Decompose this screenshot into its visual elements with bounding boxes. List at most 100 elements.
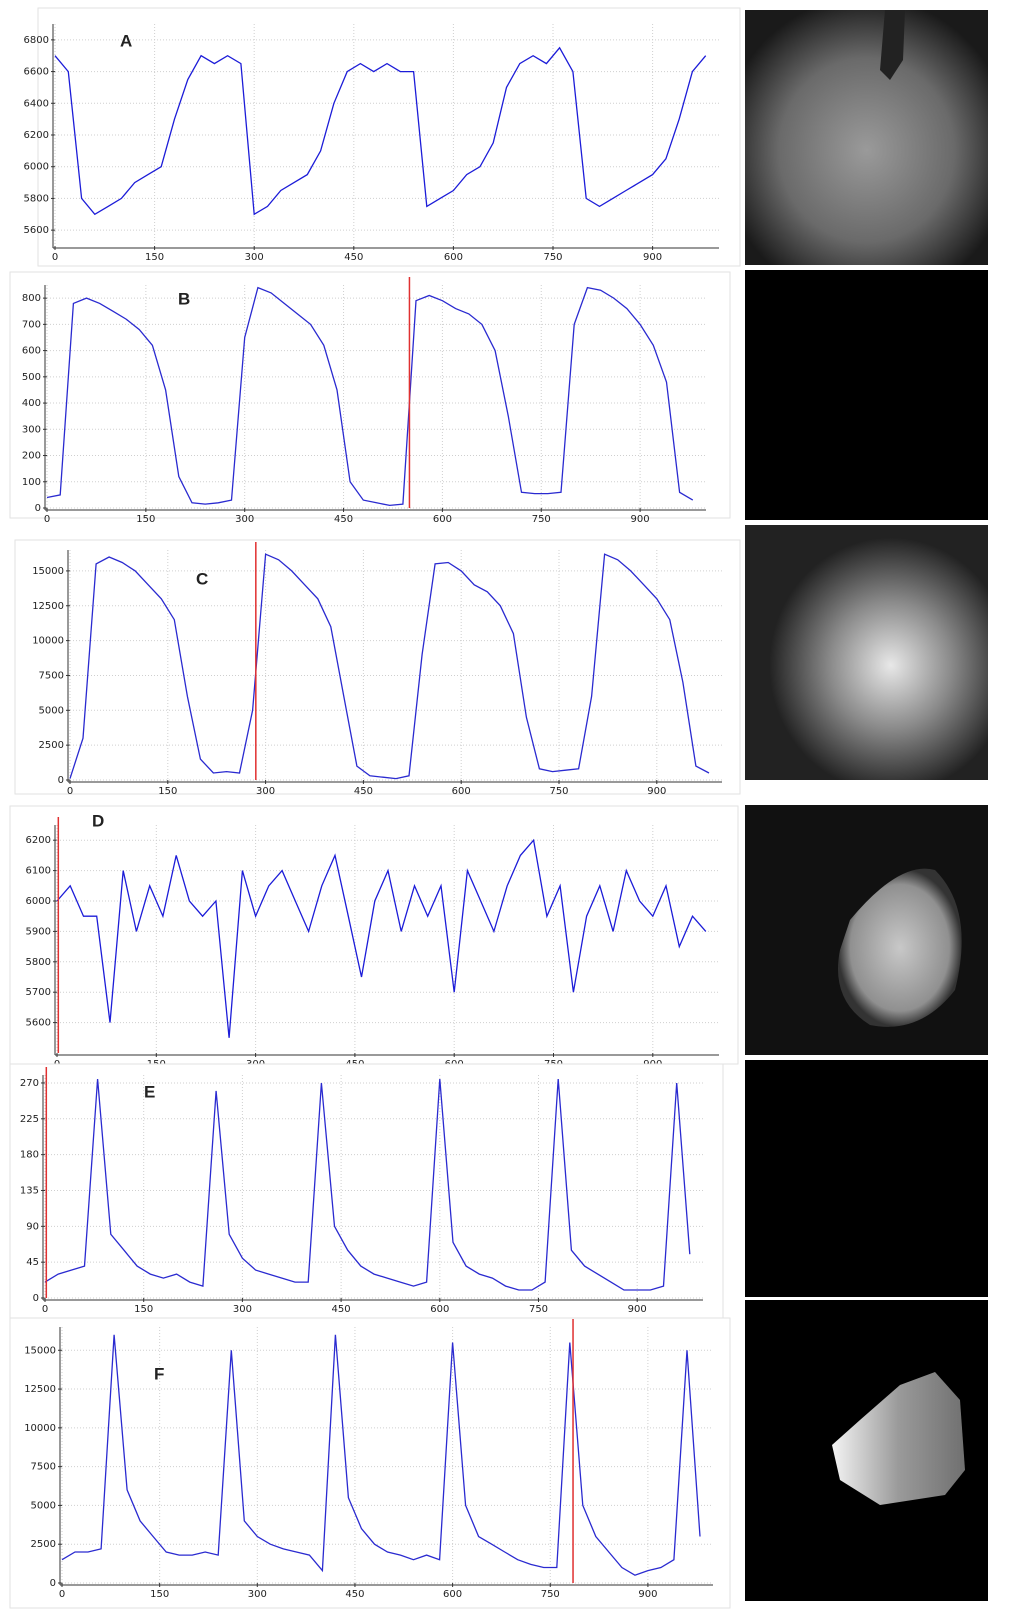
panel-frame — [9, 271, 731, 519]
x-tick-label: 750 — [541, 1589, 560, 1600]
x-tick-label: 600 — [430, 1304, 449, 1315]
x-tick-label: 750 — [549, 786, 568, 797]
y-tick-label: 180 — [20, 1150, 39, 1161]
x-tick-label: 900 — [647, 786, 666, 797]
y-tick-label: 6600 — [24, 67, 49, 78]
x-tick-label: 600 — [433, 514, 452, 525]
x-tick-label: 900 — [631, 514, 650, 525]
y-tick-label: 6200 — [24, 130, 49, 141]
x-tick-label: 600 — [443, 1589, 462, 1600]
x-tick-label: 450 — [354, 786, 373, 797]
image-e — [745, 1060, 988, 1297]
x-tick-label: 0 — [59, 1589, 65, 1600]
y-tick-label: 5600 — [24, 225, 49, 236]
y-tick-label: 15000 — [32, 566, 64, 577]
y-tick-label: 2500 — [31, 1539, 56, 1550]
y-tick-label: 600 — [22, 346, 41, 357]
y-tick-label: 200 — [22, 451, 41, 462]
y-tick-label: 10000 — [24, 1423, 56, 1434]
panel-label: A — [120, 31, 132, 50]
panel-label: D — [92, 811, 104, 830]
y-tick-label: 7500 — [39, 670, 64, 681]
panel-frame — [14, 539, 741, 795]
chart-panel: 0 45 90 135 180 225 270 0 150 300 450 600 750 900 E — [9, 1063, 724, 1321]
y-tick-label: 5800 — [26, 957, 51, 968]
chart-panel: 0 100 200 300 400 500 600 700 800 0 150 300 450 600 75… — [9, 271, 731, 525]
x-tick-label: 300 — [248, 1589, 267, 1600]
chart-panel: 0 2500 5000 7500 10000 12500 15000 0 150 300 450 60… — [9, 1317, 731, 1609]
x-tick-label: 300 — [245, 252, 264, 263]
y-tick-label: 6000 — [26, 896, 51, 907]
image-a — [745, 10, 988, 265]
x-tick-label: 0 — [44, 514, 50, 525]
y-tick-label: 300 — [22, 424, 41, 435]
y-tick-label: 5900 — [26, 926, 51, 937]
y-tick-label: 0 — [58, 775, 64, 786]
chart-panel: 0 2500 5000 7500 10000 12500 15000 0 150 300 450 60… — [14, 539, 741, 797]
x-tick-label: 750 — [543, 252, 562, 263]
y-tick-label: 0 — [33, 1293, 39, 1304]
y-tick-label: 10000 — [32, 636, 64, 647]
panel-label: B — [178, 289, 190, 308]
x-tick-label: 150 — [158, 786, 177, 797]
image-f-blob — [832, 1372, 965, 1505]
x-tick-label: 900 — [628, 1304, 647, 1315]
y-tick-label: 6100 — [26, 866, 51, 877]
y-tick-label: 6000 — [24, 162, 49, 173]
panel-frame — [9, 1317, 731, 1609]
y-tick-label: 15000 — [24, 1345, 56, 1356]
x-tick-label: 150 — [145, 252, 164, 263]
x-tick-label: 150 — [150, 1589, 169, 1600]
data-line — [54, 46, 707, 216]
data-line — [56, 838, 707, 1038]
panel-frame — [37, 7, 741, 267]
y-tick-label: 0 — [35, 503, 41, 514]
y-tick-label: 135 — [20, 1185, 39, 1196]
y-tick-label: 400 — [22, 398, 41, 409]
y-tick-label: 270 — [20, 1078, 39, 1089]
panel-label: E — [144, 1082, 155, 1101]
y-tick-label: 90 — [26, 1221, 39, 1232]
y-tick-label: 6400 — [24, 98, 49, 109]
y-tick-label: 2500 — [39, 740, 64, 751]
data-line — [61, 1334, 701, 1576]
x-tick-label: 600 — [444, 252, 463, 263]
x-tick-label: 900 — [638, 1589, 657, 1600]
x-tick-label: 600 — [452, 786, 471, 797]
chart-panel: 5600570058005900600061006200015030045060… — [9, 805, 739, 1070]
panel-label: C — [196, 569, 208, 588]
y-tick-label: 5000 — [39, 705, 64, 716]
x-tick-label: 300 — [235, 514, 254, 525]
x-tick-label: 150 — [136, 514, 155, 525]
data-line — [69, 553, 710, 780]
y-tick-label: 6200 — [26, 835, 51, 846]
x-tick-label: 450 — [334, 514, 353, 525]
y-tick-label: 5600 — [26, 1018, 51, 1029]
panel-frame — [9, 1063, 724, 1321]
y-tick-label: 6800 — [24, 35, 49, 46]
image-a-notch — [880, 10, 905, 80]
x-tick-label: 150 — [134, 1304, 153, 1315]
y-tick-label: 225 — [20, 1114, 39, 1125]
images — [745, 10, 988, 1601]
x-tick-label: 450 — [332, 1304, 351, 1315]
y-tick-label: 500 — [22, 372, 41, 383]
x-tick-label: 300 — [233, 1304, 252, 1315]
y-tick-label: 800 — [22, 293, 41, 304]
data-line — [44, 1078, 691, 1291]
image-c — [745, 525, 988, 780]
y-tick-label: 700 — [22, 319, 41, 330]
y-tick-label: 0 — [50, 1578, 56, 1589]
y-tick-label: 100 — [22, 477, 41, 488]
y-tick-label: 12500 — [24, 1384, 56, 1395]
x-tick-label: 0 — [42, 1304, 48, 1315]
x-tick-label: 0 — [67, 786, 73, 797]
y-tick-label: 12500 — [32, 601, 64, 612]
x-tick-label: 0 — [52, 252, 58, 263]
y-tick-label: 7500 — [31, 1462, 56, 1473]
y-tick-label: 5000 — [31, 1500, 56, 1511]
x-tick-label: 750 — [532, 514, 551, 525]
x-tick-label: 450 — [344, 252, 363, 263]
data-line — [46, 286, 694, 507]
